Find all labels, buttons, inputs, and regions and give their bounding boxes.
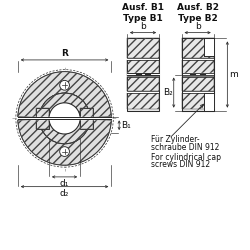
Bar (127, 76, 159, 78)
Bar (182, 78, 214, 91)
Wedge shape (18, 119, 111, 165)
Bar (80, 108, 93, 129)
Bar (204, 93, 214, 110)
Bar (127, 38, 159, 111)
Bar (127, 60, 159, 76)
Bar (182, 58, 214, 60)
Text: B₁: B₁ (121, 121, 131, 130)
Text: d₁: d₁ (60, 179, 69, 188)
Bar (127, 78, 159, 91)
Bar (127, 58, 159, 60)
Bar (182, 38, 214, 58)
Text: m: m (229, 70, 238, 79)
Circle shape (39, 93, 90, 144)
Circle shape (49, 103, 80, 134)
Bar (204, 38, 214, 56)
Text: B₂: B₂ (163, 88, 173, 97)
Bar (182, 38, 214, 111)
Text: For cylindrical cap: For cylindrical cap (151, 152, 221, 162)
Circle shape (60, 80, 70, 90)
Circle shape (60, 147, 70, 156)
Bar (80, 108, 93, 129)
Text: screws DIN 912: screws DIN 912 (151, 160, 210, 169)
Bar (127, 91, 159, 93)
Bar (36, 108, 49, 129)
Text: Ausf. B2
Type B2: Ausf. B2 Type B2 (176, 4, 218, 23)
Bar (182, 76, 214, 78)
Bar (36, 108, 49, 129)
Bar (182, 91, 214, 93)
Wedge shape (18, 72, 111, 118)
Bar (182, 93, 214, 109)
Text: b: b (140, 22, 146, 31)
Text: Für Zylinder-: Für Zylinder- (151, 135, 200, 144)
Text: schraube DIN 912: schraube DIN 912 (151, 143, 220, 152)
Bar (127, 38, 159, 58)
Bar (127, 93, 159, 109)
Bar (182, 60, 214, 76)
Text: R: R (61, 49, 68, 58)
Text: d₂: d₂ (60, 188, 69, 198)
Text: b: b (195, 22, 200, 31)
Text: Ausf. B1
Type B1: Ausf. B1 Type B1 (122, 4, 164, 23)
